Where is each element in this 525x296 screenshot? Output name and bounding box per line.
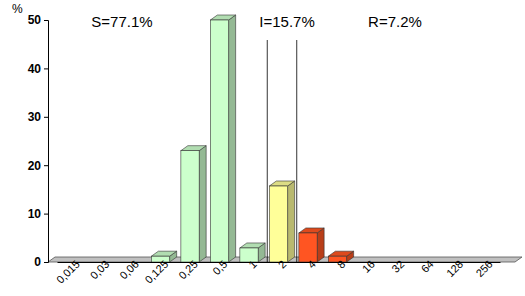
- bar-top: [269, 181, 294, 186]
- bar: [269, 186, 287, 262]
- y-tick-label: 30: [28, 110, 42, 124]
- y-tick-label: 20: [28, 159, 42, 173]
- x-tick-label: 0,5: [210, 258, 229, 277]
- x-tick: 0,25: [176, 258, 200, 282]
- bar-top: [299, 228, 324, 233]
- x-tick-label: 2: [276, 258, 289, 271]
- y-tick-mark: [44, 117, 48, 118]
- bar-side: [317, 228, 324, 262]
- chart: 0 10 20 30 40 50 0,0150,030,060,1250,25 0,5 1 2 4 8…: [0, 0, 525, 296]
- x-tick-label: 0,015: [54, 258, 82, 286]
- x-tick: 8: [335, 258, 348, 271]
- y-axis-title: %: [12, 2, 23, 16]
- x-tick: 0,015: [54, 258, 82, 286]
- y-tick-mark: [44, 20, 48, 21]
- x-tick: 16: [360, 258, 377, 275]
- bar-top: [240, 243, 265, 248]
- y-axis-line: [44, 21, 49, 263]
- y-tick: 30: [28, 110, 48, 124]
- x-tick: 2: [276, 258, 289, 271]
- y-tick: 50: [28, 13, 48, 27]
- x-tick-label: 16: [360, 258, 377, 275]
- bar: [181, 151, 199, 262]
- bar-top: [151, 251, 176, 256]
- x-tick-label: 64: [419, 258, 436, 275]
- x-tick: 0,03: [88, 258, 112, 282]
- x-tick: 0,125: [142, 258, 170, 286]
- x-tick-label: 0,125: [142, 258, 170, 286]
- y-tick-label: 40: [28, 62, 42, 76]
- bar-top: [328, 251, 353, 256]
- x-axis: 0,0150,030,060,1250,25 0,5 1 2 4 8 16 32 64 128 25…: [54, 258, 501, 286]
- x-tick: 4: [305, 258, 318, 271]
- y-tick: 0: [34, 255, 48, 269]
- annotation: R=7.2%: [368, 13, 422, 30]
- x-tick: 64: [419, 258, 436, 275]
- y-tick-label: 10: [28, 207, 42, 221]
- x-tick-label: 128: [444, 258, 465, 279]
- bar-side: [288, 181, 295, 262]
- y-tick-label: 0: [34, 255, 41, 269]
- bar: [210, 20, 228, 262]
- bar-group: [269, 181, 294, 262]
- y-tick-mark: [44, 68, 48, 69]
- x-tick-label: 0,03: [88, 258, 112, 282]
- x-tick-label: 8: [335, 258, 348, 271]
- x-tick-label: 32: [389, 258, 406, 275]
- y-tick-mark: [44, 214, 48, 215]
- bar-top: [181, 146, 206, 151]
- bars: [151, 15, 353, 262]
- x-tick-label: 0,25: [176, 258, 200, 282]
- bar-side: [229, 15, 236, 262]
- bar-group: [240, 243, 265, 262]
- annotation: I=15.7%: [259, 13, 314, 30]
- bar-group: [181, 146, 206, 262]
- x-tick: 0,5: [210, 258, 229, 277]
- x-tick: 32: [389, 258, 406, 275]
- x-tick: 128: [444, 258, 465, 279]
- y-tick-label: 50: [28, 13, 42, 27]
- x-tick: 0,06: [117, 258, 141, 282]
- y-tick: 20: [28, 159, 48, 173]
- bar: [299, 233, 317, 262]
- x-tick: 256: [473, 258, 494, 279]
- bar-side: [199, 146, 206, 262]
- x-tick: 1: [246, 258, 259, 271]
- y-axis: 0 10 20 30 40 50: [28, 13, 49, 269]
- annotation: S=77.1%: [91, 13, 152, 30]
- breakpoint-line: [267, 40, 268, 262]
- x-tick-label: 256: [473, 258, 494, 279]
- bar-group: [210, 15, 235, 262]
- x-tick-label: 0,06: [117, 258, 141, 282]
- bar-group: [299, 228, 324, 262]
- y-tick: 40: [28, 62, 48, 76]
- x-tick-label: 1: [246, 258, 259, 271]
- y-tick: 10: [28, 207, 48, 221]
- bar-top: [210, 15, 235, 20]
- y-tick-mark: [44, 165, 48, 166]
- y-tick-mark: [44, 262, 48, 263]
- x-tick-label: 4: [305, 258, 318, 271]
- breakpoint-line: [296, 40, 297, 262]
